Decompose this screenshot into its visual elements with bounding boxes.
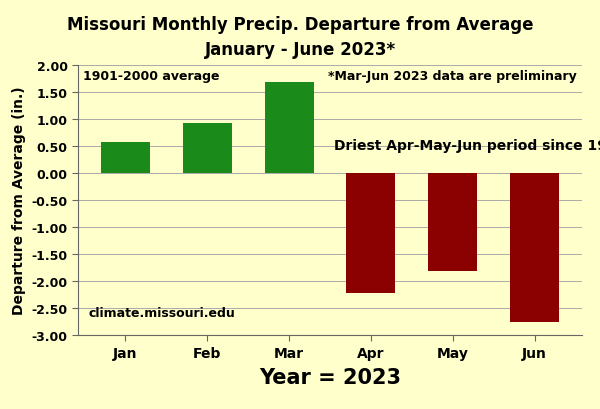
Bar — [265, 83, 314, 173]
Bar — [101, 143, 150, 173]
Text: *Mar-Jun 2023 data are preliminary: *Mar-Jun 2023 data are preliminary — [328, 70, 577, 83]
Bar — [346, 173, 395, 293]
Bar — [428, 173, 477, 272]
Text: Driest Apr-May-Jun period since 1988: Driest Apr-May-Jun period since 1988 — [334, 138, 600, 152]
Text: 1901-2000 average: 1901-2000 average — [83, 70, 220, 83]
Text: Missouri Monthly Precip. Departure from Average: Missouri Monthly Precip. Departure from … — [67, 16, 533, 34]
Text: January - June 2023*: January - June 2023* — [205, 41, 395, 59]
Y-axis label: Departure from Average (in.): Departure from Average (in.) — [12, 86, 26, 315]
Bar — [510, 173, 559, 322]
Bar — [183, 124, 232, 173]
Text: climate.missouri.edu: climate.missouri.edu — [88, 306, 235, 319]
X-axis label: Year = 2023: Year = 2023 — [259, 366, 401, 387]
